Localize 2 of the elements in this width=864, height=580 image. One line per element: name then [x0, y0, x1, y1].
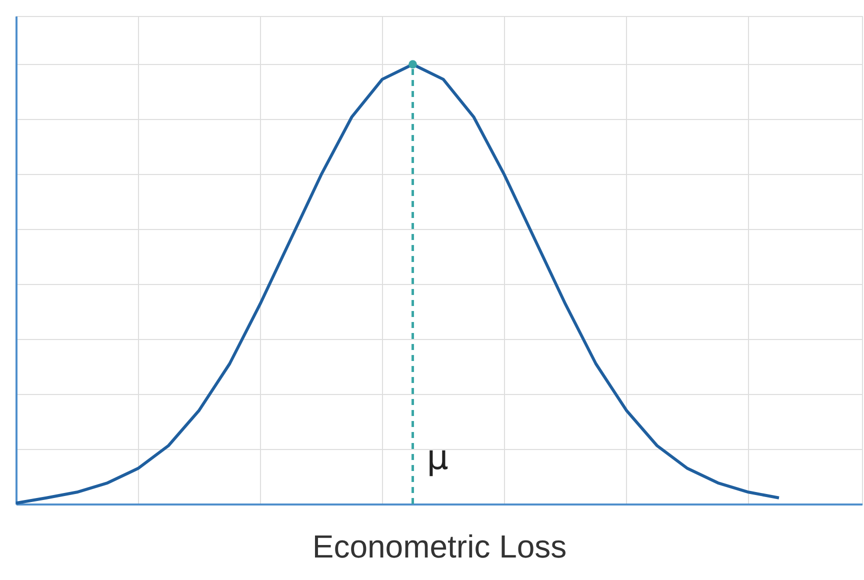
text: μ	[426, 438, 448, 478]
x-axis-title: Econometric Loss	[312, 528, 567, 564]
